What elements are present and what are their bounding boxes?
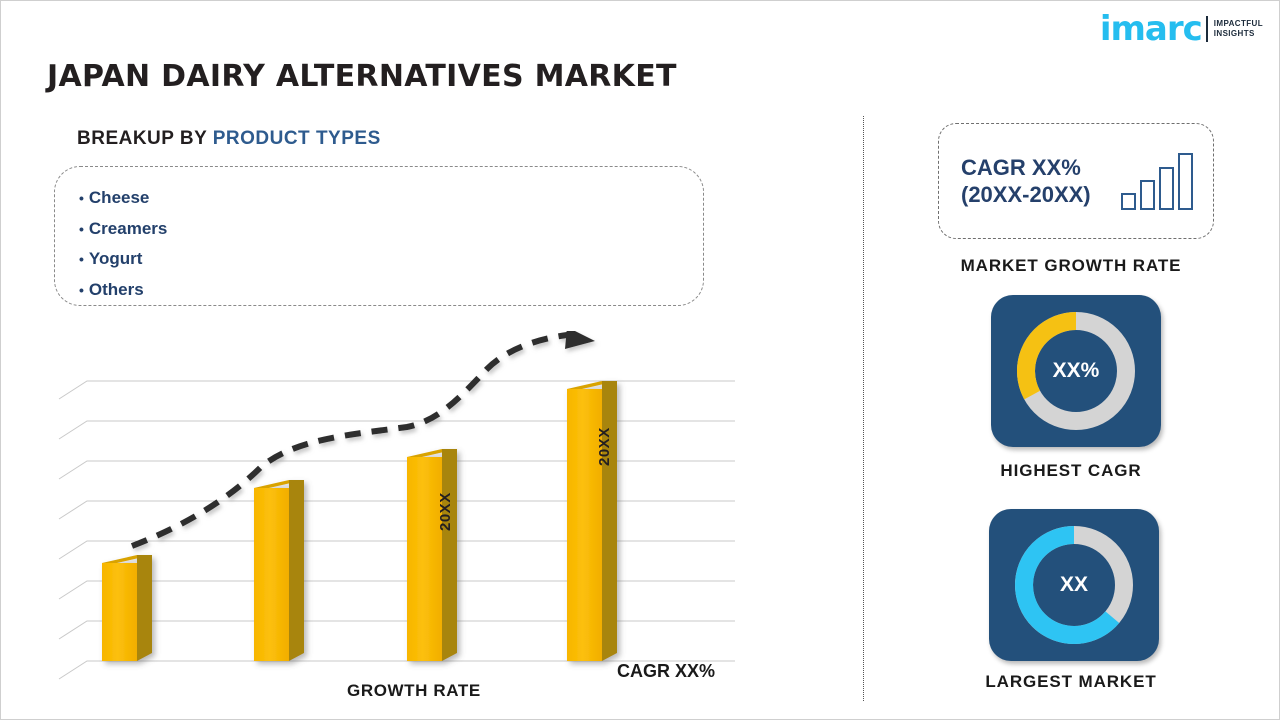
list-item: • Others <box>79 275 703 306</box>
highest-cagr-value: XX% <box>1052 359 1100 382</box>
largest-market-value: XX <box>1059 573 1088 596</box>
section-subtitle: BREAKUP BY PRODUCT TYPES <box>77 128 381 150</box>
bar-2 <box>254 480 304 661</box>
logo-tagline-line2: INSIGHTS <box>1213 29 1255 38</box>
list-item-label: Others <box>88 279 144 299</box>
cagr-card-line1: CAGR XX% <box>961 155 1081 180</box>
caption-market-growth-rate: MARKET GROWTH RATE <box>960 256 1182 275</box>
list-item: • Yogurt <box>79 244 703 275</box>
cagr-card-text: CAGR XX% (20XX-20XX) <box>961 154 1091 208</box>
logo-tagline-line1: IMPACTFUL <box>1213 19 1263 28</box>
largest-market-card: XX <box>989 509 1159 661</box>
highest-cagr-donut <box>1017 312 1135 430</box>
bullet-icon: • <box>79 220 84 237</box>
chart-xaxis-label: GROWTH RATE <box>347 681 481 700</box>
bar-4 <box>567 381 617 661</box>
logo-divider <box>1205 16 1208 42</box>
bar-3 <box>407 449 457 661</box>
growth-rate-chart: CAGR XX% GROWTH RATE 20XX 20XX <box>47 331 807 706</box>
vertical-divider <box>863 116 864 701</box>
bullet-icon: • <box>79 190 84 206</box>
product-types-list: • Cheese • Creamers • Yogurt • Others <box>79 183 703 305</box>
product-types-box: • Cheese • Creamers • Yogurt • Others <box>54 166 704 306</box>
subtitle-prefix: BREAKUP BY <box>77 128 213 149</box>
cagr-card-line2: (20XX-20XX) <box>961 182 1091 207</box>
imarc-logo: imarc IMPACTFUL INSIGHTS <box>1099 9 1263 49</box>
bar-label-4: 20XX <box>596 427 613 466</box>
list-item: • Cheese <box>79 183 703 214</box>
trend-arrow <box>130 331 595 549</box>
cagr-annotation: CAGR XX% <box>617 661 716 681</box>
list-item: • Creamers <box>79 214 703 245</box>
caption-highest-cagr: HIGHEST CAGR <box>1000 461 1142 480</box>
subtitle-accent: PRODUCT TYPES <box>212 128 381 149</box>
list-item-label: Creamers <box>88 218 168 238</box>
logo-wordmark: imarc <box>1099 9 1203 49</box>
bar-label-3: 20XX <box>437 492 454 531</box>
bullet-icon: • <box>79 251 84 267</box>
chart-svg <box>58 331 735 680</box>
chart-gridlines <box>58 380 735 680</box>
largest-market-donut <box>1015 526 1133 644</box>
list-item-label: Cheese <box>88 188 150 207</box>
cagr-card: CAGR XX% (20XX-20XX) <box>938 123 1214 239</box>
list-item-label: Yogurt <box>88 249 143 268</box>
bar-chart-icon <box>1121 153 1193 210</box>
bar-1 <box>102 555 152 661</box>
logo-tagline: IMPACTFUL INSIGHTS <box>1214 19 1263 39</box>
page-title: JAPAN DAIRY ALTERNATIVES MARKET <box>47 59 677 94</box>
highest-cagr-card: XX% <box>991 295 1161 447</box>
caption-largest-market: LARGEST MARKET <box>985 672 1157 691</box>
bullet-icon: • <box>79 281 84 298</box>
